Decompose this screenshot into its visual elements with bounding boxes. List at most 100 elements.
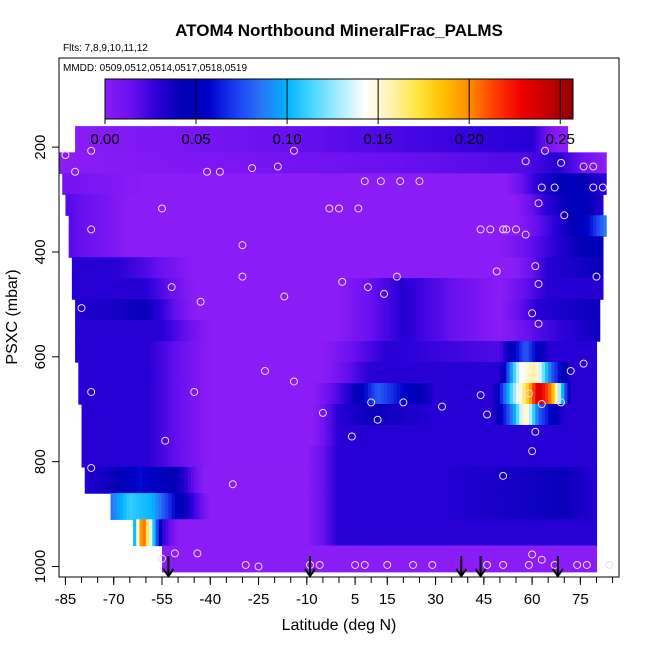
heatmap-cell xyxy=(107,126,112,153)
heatmap-cell xyxy=(281,445,285,468)
heatmap-cell xyxy=(316,236,321,258)
heatmap-cell xyxy=(158,383,163,405)
heatmap-cell xyxy=(335,320,340,342)
heatmap-cell xyxy=(171,519,176,547)
heatmap-cell xyxy=(387,545,392,573)
heatmap-cell xyxy=(145,493,150,520)
heatmap-cell xyxy=(264,362,269,384)
heatmap-cell xyxy=(499,545,504,573)
heatmap-cell xyxy=(203,236,208,258)
heatmap-cell xyxy=(203,173,208,195)
heatmap-cell xyxy=(203,466,208,494)
heatmap-cell xyxy=(100,424,105,447)
heatmap-cell xyxy=(313,320,318,342)
heatmap-cell xyxy=(464,320,469,342)
heatmap-cell xyxy=(197,545,202,573)
heatmap-cell xyxy=(181,320,186,342)
heatmap-cell xyxy=(477,320,482,342)
heatmap-cell xyxy=(236,126,240,153)
heatmap-cell xyxy=(516,383,520,405)
heatmap-cell xyxy=(139,404,144,426)
heatmap-cell xyxy=(81,383,86,405)
heatmap-cell xyxy=(284,173,289,195)
heatmap-cell xyxy=(361,445,366,468)
heatmap-cell xyxy=(490,424,495,447)
heatmap-cell xyxy=(435,383,440,405)
heatmap-cell xyxy=(81,341,86,363)
heatmap-cell xyxy=(152,126,157,153)
heatmap-cell xyxy=(264,519,269,547)
heatmap-cell xyxy=(236,236,240,258)
heatmap-cell xyxy=(509,215,514,237)
heatmap-cell xyxy=(171,215,176,237)
heatmap-cell xyxy=(110,299,115,321)
heatmap-cell xyxy=(409,424,414,447)
heatmap-cell xyxy=(319,445,324,468)
heatmap-cell xyxy=(310,173,314,195)
heatmap-cell xyxy=(371,236,375,258)
heatmap-cell xyxy=(464,445,469,468)
heatmap-cell xyxy=(339,424,343,447)
heatmap-cell xyxy=(506,519,511,547)
heatmap-cell xyxy=(313,126,318,153)
heatmap-cell xyxy=(136,445,141,468)
heatmap-cell xyxy=(136,341,141,363)
heatmap-cell xyxy=(403,519,408,547)
heatmap-cell xyxy=(194,519,198,547)
heatmap-cell xyxy=(187,362,192,384)
heatmap-cell xyxy=(364,519,369,547)
heatmap-cell xyxy=(390,215,395,237)
heatmap-cell xyxy=(190,445,195,468)
heatmap-cell xyxy=(194,445,198,468)
heatmap-cell xyxy=(78,383,83,405)
heatmap-cell xyxy=(281,424,285,447)
heatmap-cell xyxy=(94,215,99,237)
heatmap-cell xyxy=(252,445,256,468)
heatmap-cell xyxy=(506,152,511,174)
heatmap-cell xyxy=(535,257,540,279)
heatmap-cell xyxy=(387,236,392,258)
heatmap-cell xyxy=(100,236,105,258)
heatmap-cell xyxy=(506,299,511,321)
heatmap-cell xyxy=(480,299,485,321)
heatmap-cell xyxy=(580,320,585,342)
heatmap-cell xyxy=(203,126,208,153)
heatmap-cell xyxy=(303,519,308,547)
heatmap-cell xyxy=(409,152,414,174)
heatmap-cell xyxy=(483,404,488,426)
heatmap-cell xyxy=(203,519,208,547)
heatmap-cell xyxy=(245,445,250,468)
heatmap-cell xyxy=(409,404,414,426)
heatmap-cell xyxy=(570,152,575,174)
heatmap-cell xyxy=(403,424,408,447)
heatmap-cell xyxy=(277,445,282,468)
heatmap-cell xyxy=(310,126,314,153)
heatmap-cell xyxy=(570,362,575,384)
heatmap-cell xyxy=(377,445,382,468)
heatmap-cell xyxy=(107,404,112,426)
heatmap-cell xyxy=(387,404,392,426)
heatmap-cell xyxy=(429,126,433,153)
flight-markers xyxy=(162,556,564,578)
heatmap-cell xyxy=(216,341,221,363)
heatmap-cell xyxy=(400,445,404,468)
heatmap-cell xyxy=(480,493,485,520)
heatmap-cell xyxy=(255,466,260,494)
heatmap-cell xyxy=(216,383,221,405)
heatmap-cell xyxy=(432,278,437,300)
heatmap-cell xyxy=(258,278,263,300)
heatmap-cell xyxy=(219,126,224,153)
heatmap-cell xyxy=(461,404,466,426)
heatmap-cell xyxy=(197,404,202,426)
heatmap-cell xyxy=(538,493,543,520)
heatmap-cell xyxy=(248,341,253,363)
heatmap-cell xyxy=(158,445,163,468)
heatmap-cell xyxy=(123,236,128,258)
heatmap-cell xyxy=(590,519,594,547)
heatmap-cell xyxy=(364,194,369,216)
heatmap-cell xyxy=(100,152,105,174)
heatmap-cell xyxy=(425,173,430,195)
heatmap-cell xyxy=(184,466,189,494)
heatmap-cell xyxy=(94,362,99,384)
heatmap-cell xyxy=(400,519,404,547)
